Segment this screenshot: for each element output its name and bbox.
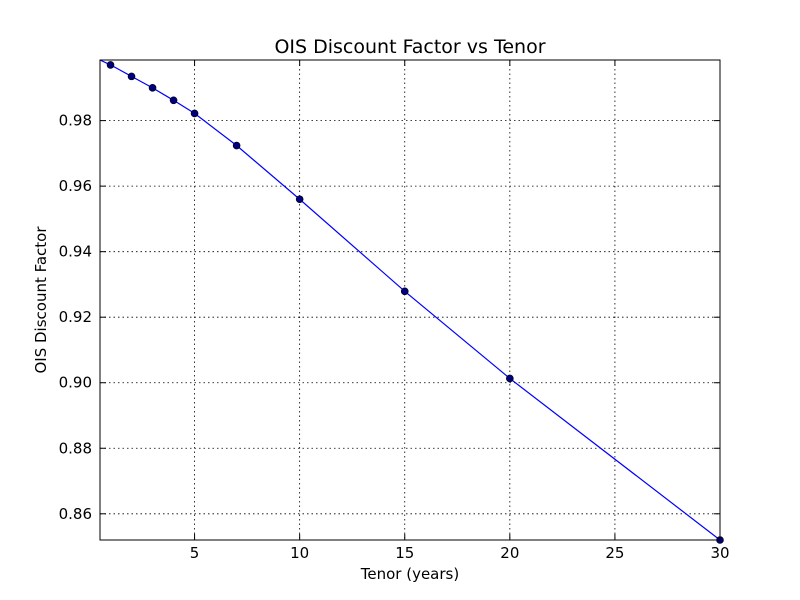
data-points	[106, 61, 724, 544]
x-tick-label: 25	[605, 544, 624, 562]
y-tick-label: 0.92	[59, 308, 92, 326]
plot-frame	[99, 59, 721, 541]
y-axis-label: OIS Discount Factor	[32, 226, 50, 374]
x-axis-label: Tenor (years)	[360, 565, 459, 583]
y-tick-label: 0.88	[59, 439, 92, 457]
y-tick-label: 0.90	[59, 374, 92, 392]
x-tick-label: 15	[395, 544, 414, 562]
data-point	[400, 287, 409, 296]
x-tick-label: 5	[190, 544, 200, 562]
data-point	[127, 72, 136, 81]
y-tick-label: 0.96	[59, 177, 92, 195]
y-tick-label: 0.94	[59, 243, 92, 261]
data-point	[169, 96, 178, 105]
data-point	[148, 84, 157, 92]
data-point	[295, 195, 304, 204]
chart-title: OIS Discount Factor vs Tenor	[274, 36, 545, 58]
y-tick-label: 0.98	[59, 112, 92, 130]
data-point	[232, 141, 241, 150]
x-tick-labels: 5 10 15 20 25 30	[190, 544, 730, 562]
x-tick-label: 10	[290, 544, 309, 562]
axis-ticks	[100, 60, 721, 540]
x-tick-label: 30	[710, 544, 729, 562]
data-point	[106, 61, 115, 69]
data-point	[506, 374, 514, 383]
x-tick-label: 20	[500, 544, 519, 562]
y-tick-label: 0.86	[59, 505, 92, 523]
y-tick-labels: 0.86 0.88 0.90 0.92 0.94 0.96 0.98	[59, 112, 92, 523]
data-point	[190, 109, 199, 118]
